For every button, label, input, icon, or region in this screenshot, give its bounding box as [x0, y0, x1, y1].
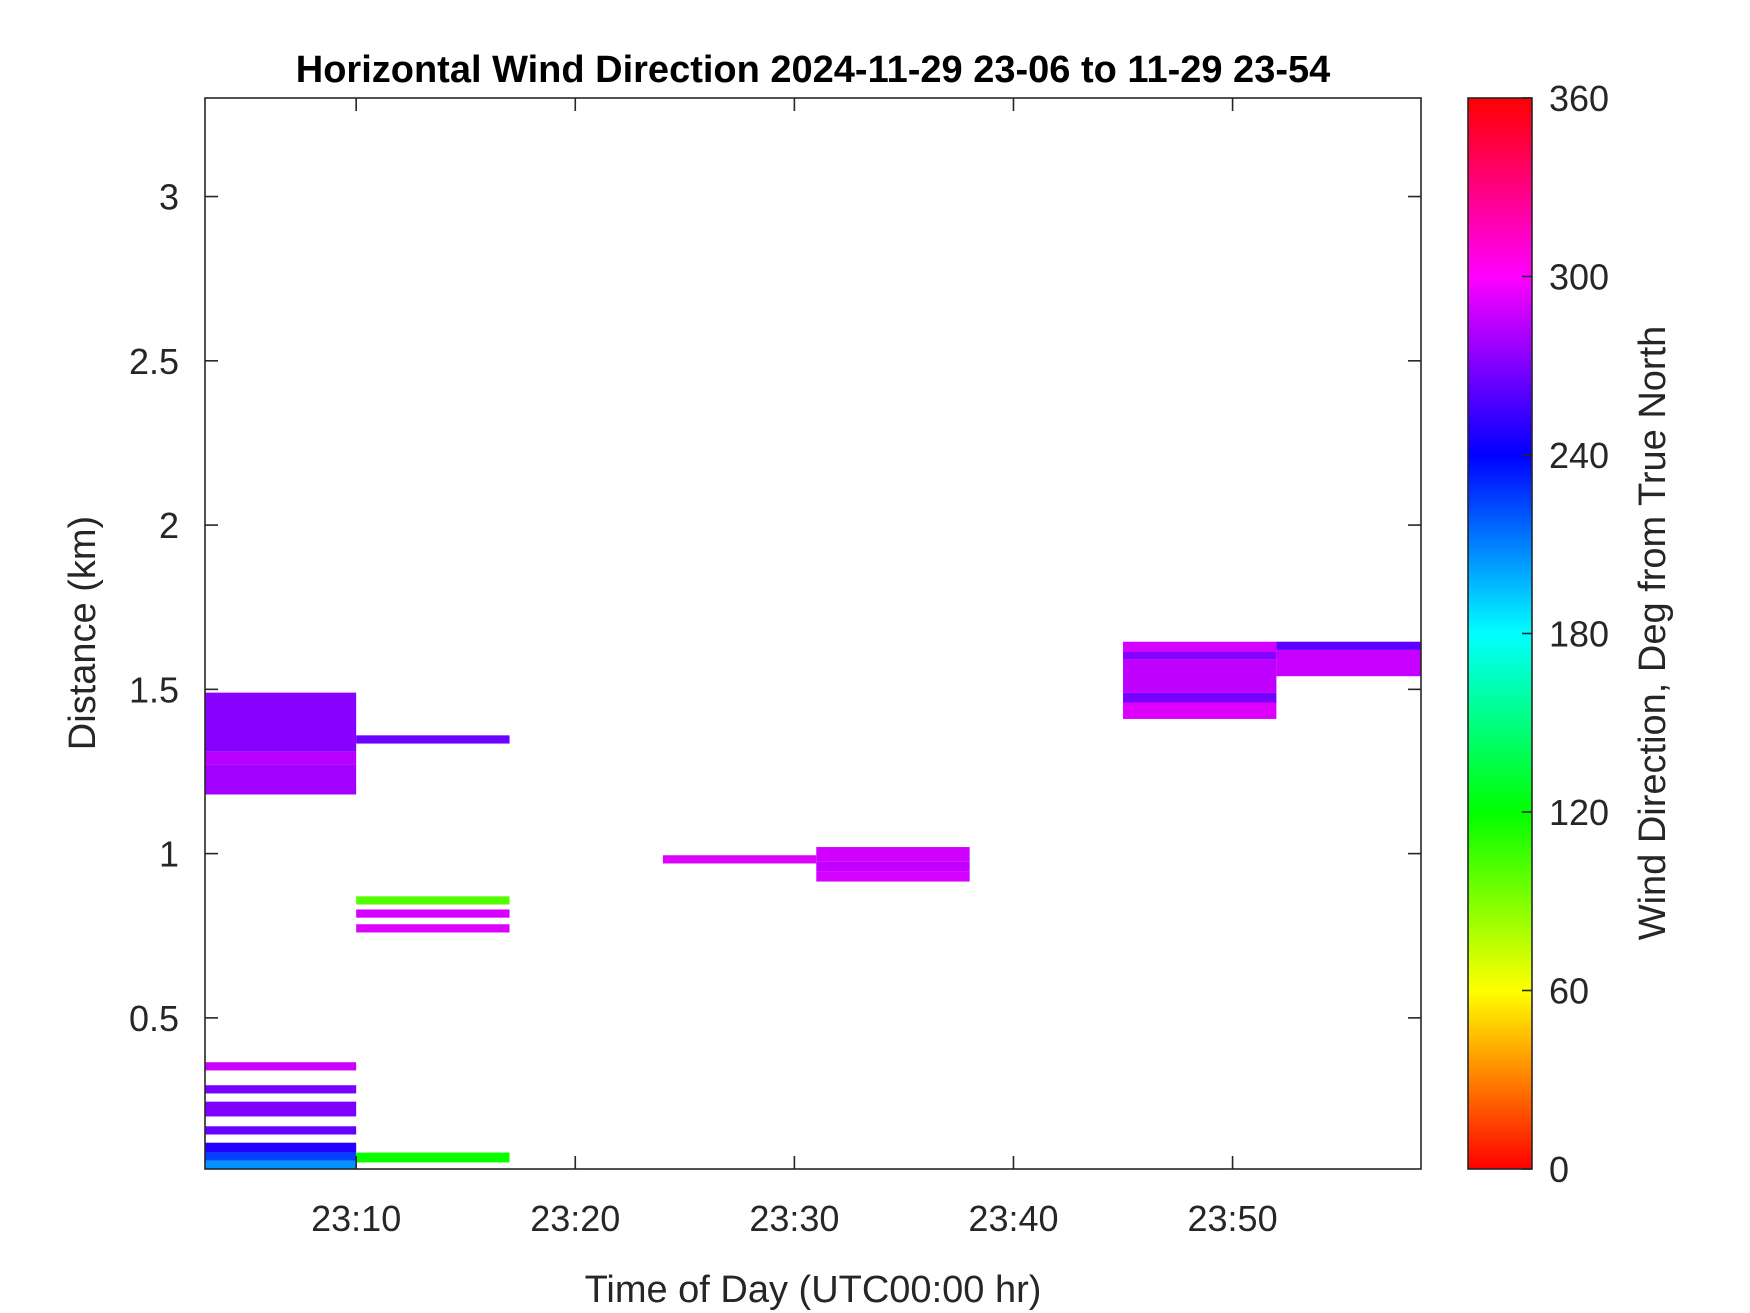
colorbar-tick-label: 360 [1549, 78, 1609, 119]
heatmap-cell [205, 1126, 357, 1135]
colorbar-tick-label: 180 [1549, 614, 1609, 655]
heatmap-cells [205, 641, 1421, 1169]
axis-ticks: 23:10 23:20 23:30 23:40 23:50 0.5 1 1.5 2 2.5 3 [129, 98, 1421, 1239]
heatmap-cell [356, 1152, 510, 1163]
heatmap-cell [356, 909, 510, 918]
heatmap-cell [205, 1152, 357, 1161]
y-axis-label: Distance (km) [62, 516, 104, 750]
y-tick-label: 1 [159, 834, 179, 875]
y-tick-label: 3 [159, 177, 179, 218]
heatmap-cell [1276, 641, 1421, 650]
colorbar-tick-label: 60 [1549, 971, 1589, 1012]
heatmap-cell [1123, 659, 1277, 693]
heatmap-cell [816, 861, 970, 872]
heatmap-cell [205, 1062, 357, 1071]
y-tick-label: 1.5 [129, 669, 179, 710]
colorbar-tick-label: 240 [1549, 435, 1609, 476]
colorbar-tick-label: 120 [1549, 792, 1609, 833]
y-tick-label: 2.5 [129, 341, 179, 382]
heatmap-cell [816, 847, 970, 862]
colorbar-tick-label: 0 [1549, 1149, 1569, 1190]
heatmap-cell [662, 855, 817, 864]
heatmap-cell [1123, 641, 1277, 652]
plot-frame [204, 97, 1422, 1170]
y-tick-label: 2 [159, 505, 179, 546]
heatmap-cell [356, 896, 510, 905]
colorbar: 0 60 120 180 240 300 360 [1467, 78, 1609, 1190]
colorbar-tick-label: 300 [1549, 257, 1609, 298]
heatmap-cell [1123, 692, 1277, 703]
heatmap-cell [1276, 649, 1421, 677]
heatmap-cell [205, 1085, 357, 1094]
x-tick-label: 23:40 [968, 1198, 1058, 1239]
heatmap-cell [1123, 651, 1277, 660]
x-tick-label: 23:10 [311, 1198, 401, 1239]
colorbar-label: Wind Direction, Deg from True North [1632, 326, 1674, 941]
x-axis-label: Time of Day (UTC00:00 hr) [585, 1269, 1042, 1311]
heatmap-cell [205, 764, 357, 795]
heatmap-cell [205, 1101, 357, 1117]
chart-title: Horizontal Wind Direction 2024-11-29 23-… [296, 49, 1331, 91]
heatmap-cell [205, 1142, 357, 1153]
x-tick-label: 23:50 [1188, 1198, 1278, 1239]
colorbar-scale [1467, 97, 1533, 1170]
x-tick-label: 23:20 [530, 1198, 620, 1239]
heatmap-cell [205, 692, 357, 752]
heatmap-cell [205, 1160, 357, 1169]
heatmap-cell [356, 735, 510, 744]
heatmap-cell [205, 751, 357, 765]
heatmap-cell [1123, 702, 1277, 719]
x-tick-label: 23:30 [749, 1198, 839, 1239]
heatmap-cell [816, 871, 970, 882]
heatmap-cell [356, 924, 510, 933]
y-tick-label: 0.5 [129, 998, 179, 1039]
